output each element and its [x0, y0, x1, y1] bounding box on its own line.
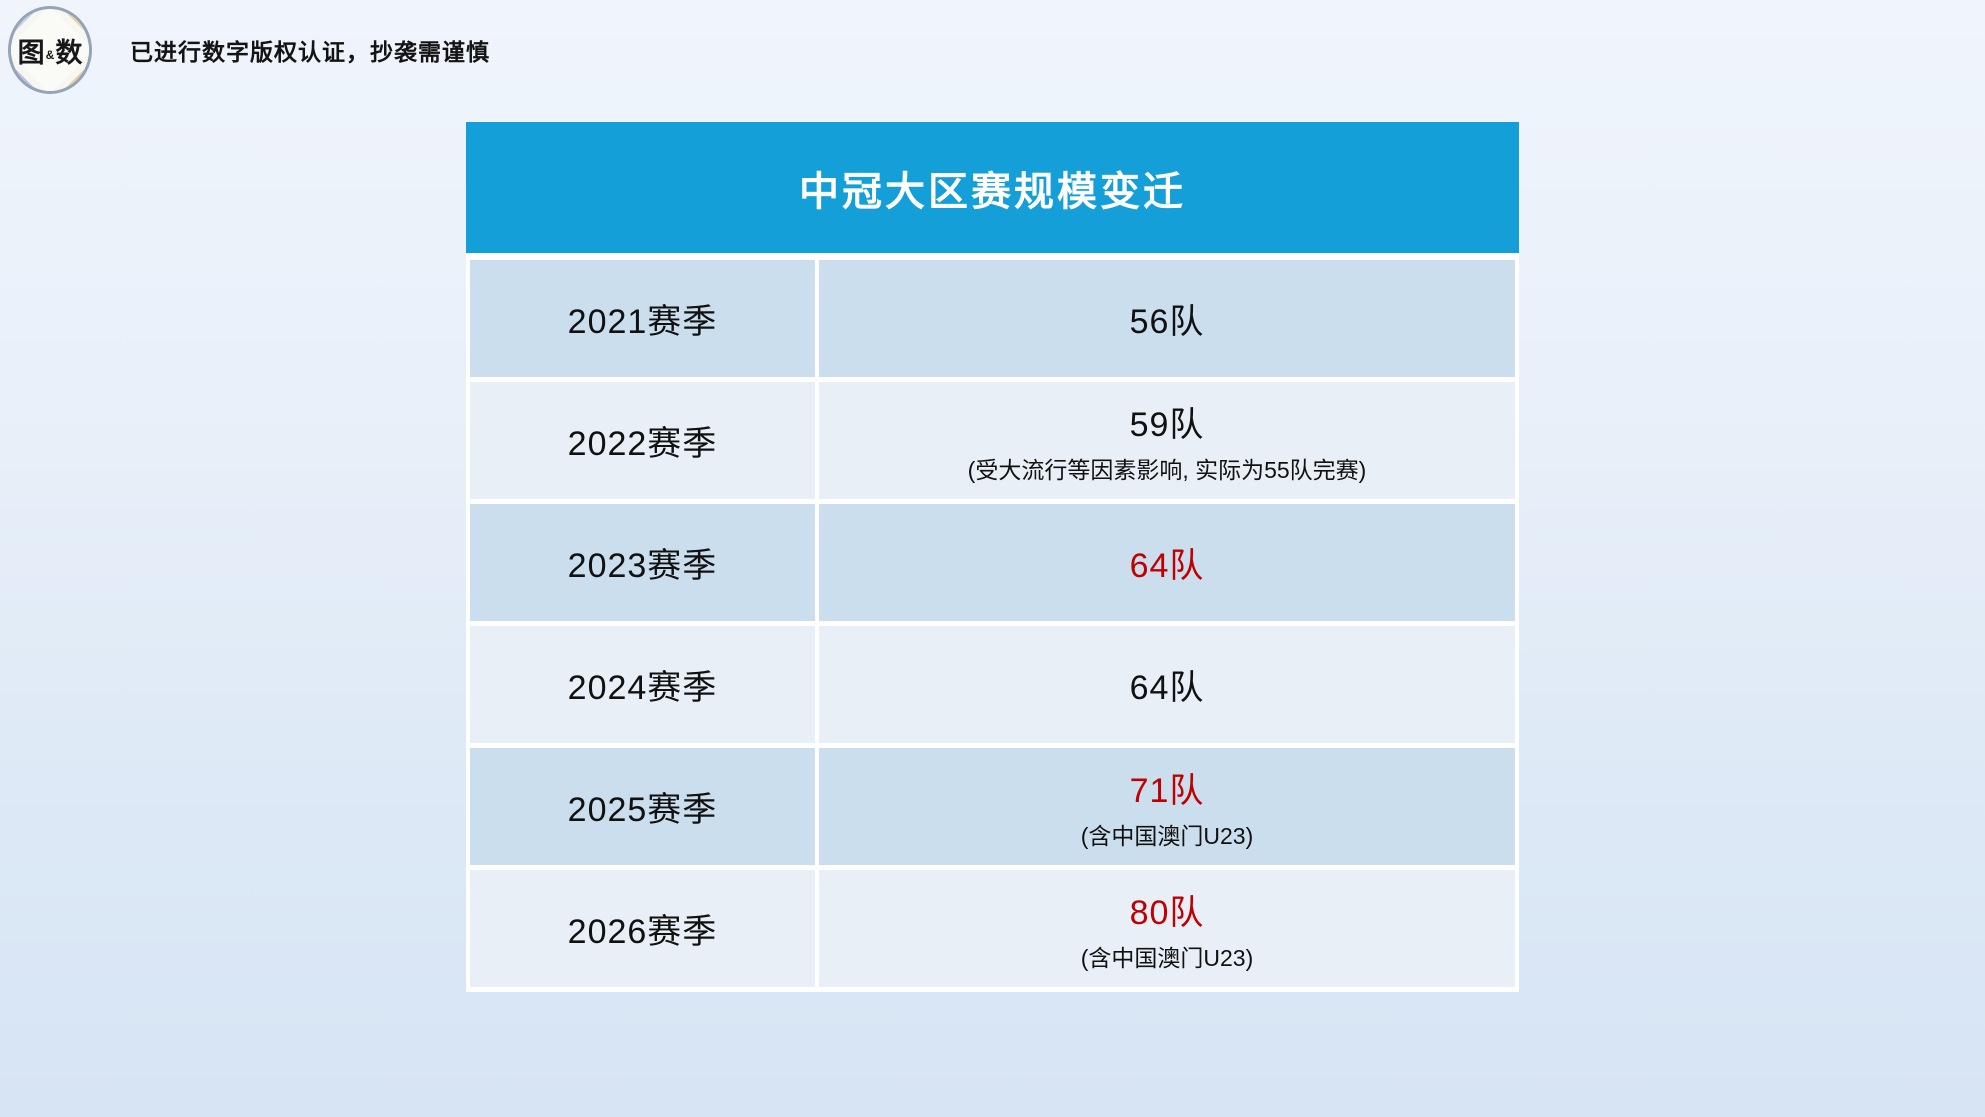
copyright-notice: 已进行数字版权认证，抄袭需谨慎 — [130, 39, 490, 65]
season-label: 2021赛季 — [567, 303, 718, 341]
team-count-cell: 64队 — [819, 626, 1515, 743]
season-label: 2022赛季 — [567, 425, 718, 463]
team-count-value: 64队 — [1129, 669, 1205, 707]
scale-change-table: 中冠大区赛规模变迁 2021赛季 56队 2022赛季 59队 (受大流行等因素… — [466, 122, 1519, 992]
team-count-note: (受大流行等因素影响, 实际为55队完赛) — [967, 456, 1367, 483]
table-title: 中冠大区赛规模变迁 — [799, 169, 1186, 214]
table-row: 2022赛季 59队 (受大流行等因素影响, 实际为55队完赛) — [470, 382, 1515, 499]
team-count-value: 56队 — [1129, 303, 1205, 341]
season-cell: 2023赛季 — [470, 504, 815, 621]
team-count-cell: 56队 — [819, 260, 1515, 377]
season-label: 2026赛季 — [567, 913, 718, 951]
team-count-value: 80队 — [1129, 893, 1205, 932]
team-count-cell: 71队 (含中国澳门U23) — [819, 748, 1515, 865]
season-label: 2024赛季 — [567, 669, 718, 707]
table-body: 2021赛季 56队 2022赛季 59队 (受大流行等因素影响, 实际为55队… — [466, 253, 1519, 992]
season-cell: 2026赛季 — [470, 870, 815, 987]
team-count-cell: 64队 — [819, 504, 1515, 621]
team-count-value: 71队 — [1129, 771, 1205, 810]
season-label: 2023赛季 — [567, 547, 718, 585]
season-cell: 2024赛季 — [470, 626, 815, 743]
team-count-note: (含中国澳门U23) — [1080, 944, 1254, 971]
season-cell: 2022赛季 — [470, 382, 815, 499]
logo-char-ampersand: & — [45, 48, 55, 62]
table-row: 2021赛季 56队 — [470, 260, 1515, 377]
table-row: 2026赛季 80队 (含中国澳门U23) — [470, 870, 1515, 987]
season-cell: 2021赛季 — [470, 260, 815, 377]
table-header: 中冠大区赛规模变迁 — [466, 122, 1519, 253]
season-label: 2025赛季 — [567, 791, 718, 829]
logo-char-tu: 图 — [17, 37, 45, 68]
table-row: 2024赛季 64队 — [470, 626, 1515, 743]
team-count-note: (含中国澳门U23) — [1080, 822, 1254, 849]
team-count-cell: 80队 (含中国澳门U23) — [819, 870, 1515, 987]
season-cell: 2025赛季 — [470, 748, 815, 865]
logo-char-shu: 数 — [55, 37, 83, 68]
team-count-cell: 59队 (受大流行等因素影响, 实际为55队完赛) — [819, 382, 1515, 499]
logo-text: 图 & 数 — [11, 9, 89, 91]
table-row: 2025赛季 71队 (含中国澳门U23) — [470, 748, 1515, 865]
tu-shu-logo-icon: 图 & 数 — [8, 6, 92, 94]
team-count-value: 59队 — [1129, 405, 1205, 444]
team-count-value: 64队 — [1129, 547, 1205, 585]
brand-header: 图 & 数 已进行数字版权认证，抄袭需谨慎 — [8, 6, 490, 94]
table-row: 2023赛季 64队 — [470, 504, 1515, 621]
